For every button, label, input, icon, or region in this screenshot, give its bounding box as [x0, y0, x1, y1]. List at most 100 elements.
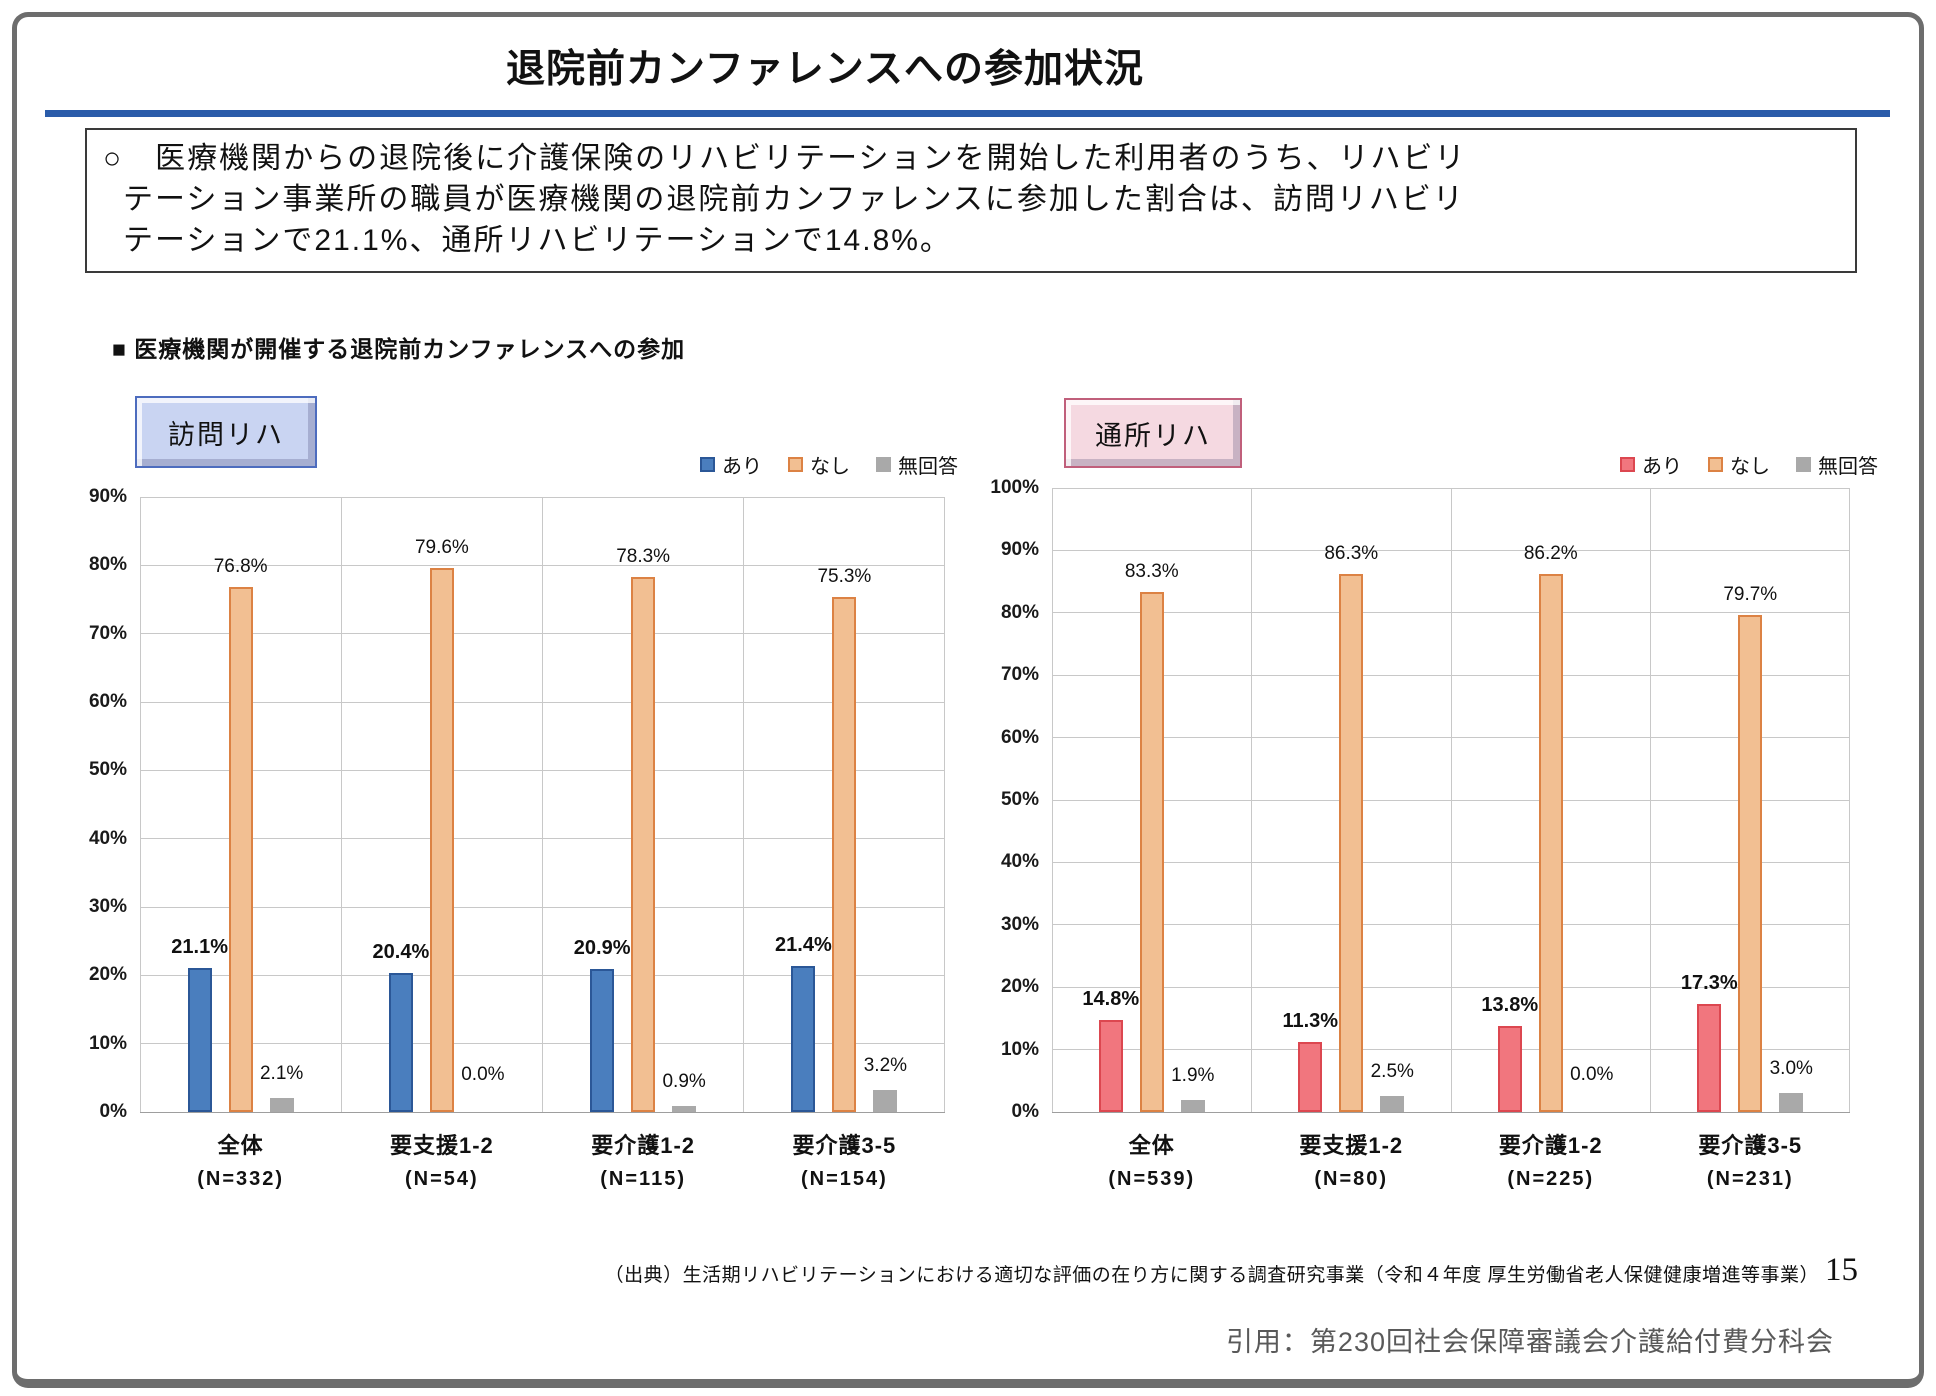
chart-legend: あり なし 無回答 [1620, 450, 1878, 479]
summary-line-1: ○ 医療機関からの退院後に介護保険のリハビリテーションを開始した利用者のうち、リ… [103, 142, 1467, 175]
y-axis-tick: 20% [88, 964, 127, 986]
bar-value-label: 3.2% [863, 1055, 908, 1077]
legend-item: あり [1620, 450, 1682, 479]
legend-swatch-無回答 [876, 457, 891, 472]
bar-あり [187, 967, 212, 1112]
gridline-vertical [1251, 488, 1252, 1112]
gridline-vertical [140, 497, 141, 1112]
legend-item: なし [788, 450, 850, 479]
gridline-vertical [542, 497, 543, 1112]
bar-value-label: 20.9% [573, 937, 631, 960]
bar-value-label: 2.1% [259, 1062, 304, 1084]
source-text: （出典）生活期リハビリテーションにおける適切な評価の在り方に関する調査研究事業（… [604, 1265, 1819, 1286]
bar-あり [1298, 1041, 1323, 1112]
y-axis-tick: 30% [1000, 913, 1039, 935]
bar-value-label: 0.0% [461, 1064, 505, 1085]
category-n-label: (N=539) [1108, 1168, 1196, 1190]
gridline-vertical [1450, 488, 1452, 1112]
bar-無回答 [1779, 1093, 1804, 1112]
bar-なし [631, 576, 656, 1112]
bar-value-label: 86.3% [1324, 542, 1379, 564]
y-axis-tick: 0% [99, 1101, 127, 1122]
y-axis-tick: 70% [88, 622, 127, 644]
chart-title-tag: 訪問リハ [135, 396, 317, 468]
bar-value-label: 14.8% [1082, 987, 1140, 1010]
bar-無回答 [1380, 1096, 1405, 1112]
y-axis-tick: 90% [88, 486, 127, 507]
y-axis-tick: 80% [88, 554, 127, 576]
category-n-label: (N=231) [1706, 1168, 1794, 1190]
category-label: 要介護1-2 [591, 1133, 696, 1158]
legend-swatch-あり [700, 457, 715, 472]
category-label: 要介護3-5 [1698, 1133, 1803, 1158]
bar-あり [388, 972, 413, 1112]
y-axis-tick: 20% [1000, 976, 1039, 998]
bar-value-label: 2.5% [1370, 1061, 1414, 1083]
section-heading: ■ 医療機関が開催する退院前カンファレンスへの参加 [112, 336, 686, 362]
bar-なし [1538, 574, 1563, 1112]
chart-homon-riha: 訪問リハ あり なし 無回答 0% 10% 20% 30% 40% 50% 60% 70% 80% 90%… [55, 392, 960, 1230]
y-axis-tick: 10% [88, 1032, 127, 1054]
bar-value-label: 75.3% [817, 566, 872, 588]
gridline-vertical [1849, 488, 1850, 1112]
gridline-vertical [944, 497, 945, 1112]
bar-value-label: 20.4% [372, 940, 430, 963]
plot-area: 0% 10% 20% 30% 40% 50% 60% 70% 80% 90% 100% 14.8% 83… [990, 477, 1850, 1190]
gridline-vertical [1650, 488, 1651, 1112]
bar-value-label: 79.6% [414, 537, 469, 559]
gridline-horizontal [140, 1111, 945, 1113]
bar-なし [1339, 573, 1364, 1112]
category-label: 要介護1-2 [1498, 1133, 1603, 1158]
bar-なし [832, 597, 857, 1112]
title-accent-rule [45, 110, 1890, 117]
legend-label: 無回答 [1818, 456, 1878, 478]
bar-なし [228, 587, 253, 1112]
legend-swatch-なし [788, 457, 803, 472]
summary-line-3: テーションで21.1%、通所リハビリテーションで14.8%。 [123, 224, 952, 257]
plot-area: 0% 10% 20% 30% 40% 50% 60% 70% 80% 90% 21.1% 76.8% 2… [89, 486, 945, 1190]
bar-無回答 [873, 1090, 898, 1112]
bar-あり [1697, 1004, 1722, 1112]
bar-value-label: 79.7% [1723, 583, 1778, 605]
y-axis-tick: 30% [88, 896, 127, 917]
y-axis-tick: 40% [88, 827, 127, 849]
category-n-label: (N=332) [197, 1168, 285, 1190]
bar-value-label: 86.2% [1523, 543, 1578, 565]
bar-あり [1098, 1019, 1123, 1112]
y-axis-tick: 60% [1000, 726, 1039, 748]
bar-value-label: 11.3% [1282, 1009, 1339, 1032]
summary-box: ○ 医療機関からの退院後に介護保険のリハビリテーションを開始した利用者のうち、リ… [85, 128, 1857, 273]
chart-tsusho-riha: 通所リハ あり なし 無回答 0% 10% 20% 30% 40% 50% 60% 70% 80% 90%… [972, 392, 1880, 1230]
category-n-label: (N=115) [600, 1168, 686, 1190]
legend-item: 無回答 [1796, 450, 1878, 479]
y-axis-tick: 100% [990, 477, 1039, 498]
legend-item: 無回答 [876, 450, 958, 479]
category-label: 全体 [1128, 1133, 1175, 1158]
bar-無回答 [269, 1097, 294, 1112]
bar-あり [791, 965, 816, 1112]
legend-label: あり [722, 456, 762, 478]
footer-source: （出典）生活期リハビリテーションにおける適切な評価の在り方に関する調査研究事業（… [605, 1254, 1858, 1287]
gridline-vertical [743, 497, 745, 1112]
gridline-horizontal [1052, 1111, 1850, 1113]
bar-あり [590, 969, 615, 1112]
legend-swatch-あり [1620, 457, 1635, 472]
y-axis-tick: 80% [1000, 601, 1039, 623]
bar-value-label: 76.8% [213, 556, 268, 578]
bar-value-label: 21.1% [171, 935, 228, 958]
category-label: 全体 [217, 1133, 264, 1158]
category-n-label: (N=80) [1314, 1168, 1389, 1190]
category-n-label: (N=154) [800, 1168, 888, 1190]
legend-label: あり [1642, 456, 1682, 478]
legend-item: なし [1708, 450, 1770, 479]
legend-label: なし [810, 456, 850, 478]
y-axis-tick: 50% [1000, 789, 1039, 810]
page-title: 退院前カンファレンスへの参加状況 [505, 48, 1145, 91]
bar-value-label: 78.3% [616, 545, 671, 567]
bar-なし [1738, 614, 1763, 1112]
category-n-label: (N=225) [1507, 1168, 1595, 1190]
y-axis-tick: 50% [88, 759, 127, 781]
bar-無回答 [672, 1105, 697, 1112]
bar-value-label: 83.3% [1124, 561, 1179, 583]
category-label: 要介護3-5 [792, 1133, 897, 1158]
